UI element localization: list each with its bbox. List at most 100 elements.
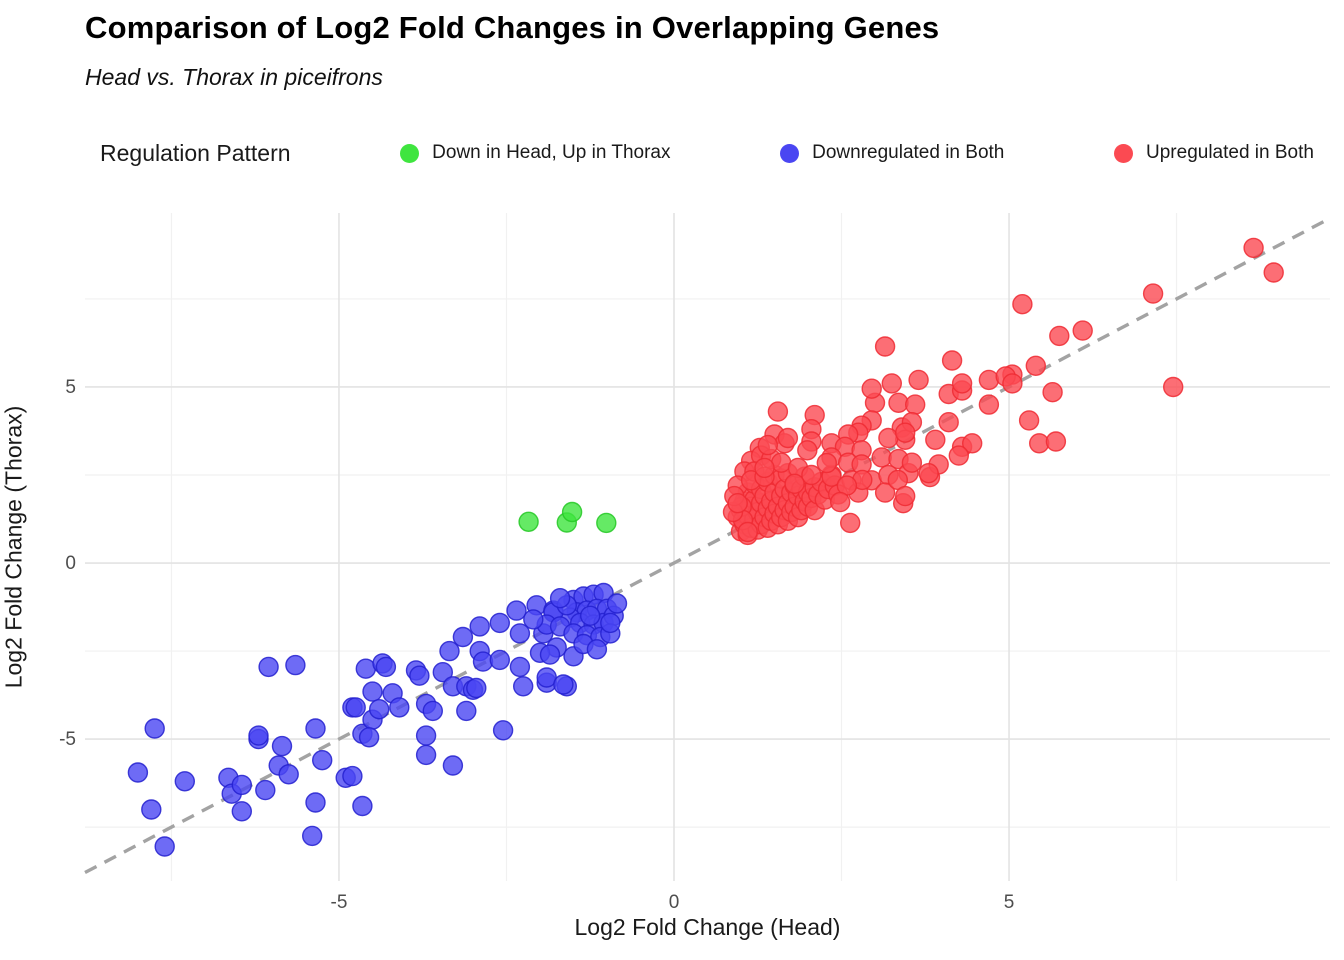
data-point-series-1 [606, 593, 628, 614]
data-point-series-2 [727, 493, 748, 514]
y-axis-label-text: Log2 Fold Change (Thorax) [0, 405, 27, 689]
data-point-series-0 [561, 501, 583, 523]
data-point-series-2 [1243, 237, 1264, 259]
y-tick-label: 0 [65, 553, 76, 574]
legend-item-label: Down in Head, Up in Thorax [432, 142, 671, 163]
data-point-series-2 [767, 401, 789, 422]
data-point-series-1 [415, 725, 437, 746]
data-point-series-1 [539, 644, 561, 665]
data-point-series-2 [816, 452, 837, 474]
data-point-series-1 [389, 697, 410, 718]
data-point-series-1 [506, 600, 527, 621]
data-point-series-1 [580, 605, 601, 626]
data-point-series-1 [352, 795, 373, 817]
data-point-series-1 [248, 725, 269, 746]
legend-item-2: Upregulated in Both [1114, 142, 1314, 164]
y-tick-label: -5 [59, 729, 76, 750]
data-point-series-1 [600, 612, 621, 634]
legend-swatch-icon [1114, 143, 1134, 163]
data-point-series-2 [1263, 262, 1284, 283]
data-point-series-1 [231, 801, 253, 822]
page-title: Comparison of Log2 Fold Changes in Overl… [85, 10, 940, 45]
data-point-series-1 [469, 616, 490, 637]
x-tick-label: 5 [1004, 892, 1015, 913]
data-point-series-1 [305, 792, 326, 813]
legend-item-1: Downregulated in Both [780, 142, 1004, 164]
data-point-series-2 [938, 412, 959, 433]
data-point-series-1 [456, 700, 477, 722]
data-point-series-2 [737, 521, 758, 543]
data-point-series-2 [881, 373, 902, 394]
data-point-series-2 [1072, 320, 1093, 341]
data-point-series-1 [492, 720, 514, 741]
data-point-series-1 [231, 774, 253, 796]
data-point-series-2 [861, 378, 882, 399]
legend-item-label: Upregulated in Both [1146, 142, 1314, 163]
data-point-series-1 [466, 677, 487, 699]
data-point-series-1 [144, 718, 165, 739]
page-subtitle: Head vs. Thorax in piceifrons [85, 64, 383, 90]
data-point-series-1 [442, 755, 464, 776]
data-point-series-1 [255, 779, 276, 801]
data-point-series-2 [948, 445, 969, 466]
legend-item-0: Down in Head, Up in Thorax [400, 142, 670, 164]
legend-item-label: Downregulated in Both [812, 142, 1005, 163]
data-point-series-2 [901, 452, 923, 473]
data-point-series-1 [302, 825, 323, 847]
data-point-series-1 [489, 649, 510, 671]
data-point-series-2 [1028, 433, 1050, 454]
data-point-series-1 [345, 697, 366, 718]
data-point-series-2 [925, 429, 946, 450]
data-point-series-1 [553, 674, 574, 695]
data-point-series-1 [271, 735, 293, 757]
data-point-series-2 [784, 473, 805, 494]
data-point-series-2 [777, 427, 799, 449]
data-point-series-2 [1162, 376, 1184, 398]
data-point-series-1 [258, 656, 279, 678]
data-point-series-1 [285, 654, 306, 676]
legend-swatch-icon [400, 143, 420, 163]
data-point-series-1 [549, 588, 571, 609]
data-point-series-2 [874, 336, 896, 357]
data-point-series-2 [878, 427, 899, 449]
data-point-series-2 [908, 369, 929, 391]
legend-title: Regulation Pattern [100, 139, 291, 166]
y-tick-label: 5 [65, 377, 76, 398]
data-point-series-1 [439, 640, 460, 662]
data-point-series-2 [905, 394, 926, 415]
data-point-series-1 [523, 609, 544, 630]
legend: Regulation Pattern Down in Head, Up in T… [100, 132, 1314, 174]
data-point-series-1 [305, 718, 326, 739]
identity-line [84, 216, 1331, 875]
data-point-series-1 [342, 765, 363, 787]
data-point-series-2 [918, 463, 939, 484]
data-point-series-1 [369, 699, 390, 720]
data-point-series-1 [409, 665, 430, 686]
data-point-series-1 [432, 662, 453, 683]
data-point-series-2 [840, 512, 861, 534]
data-point-series-2 [941, 350, 963, 371]
data-point-series-2 [874, 482, 896, 503]
data-point-series-0 [518, 511, 539, 532]
data-point-series-1 [141, 799, 162, 820]
data-point-series-1 [362, 681, 383, 702]
x-axis-label: Log2 Fold Change (Head) [574, 914, 841, 940]
data-point-series-1 [358, 727, 380, 748]
data-point-series-0 [596, 512, 617, 534]
data-point-series-1 [415, 744, 437, 766]
data-point-series-2 [895, 422, 916, 443]
data-point-series-2 [978, 394, 1000, 415]
data-point-series-2 [1049, 325, 1070, 347]
data-point-series-1 [154, 836, 175, 857]
data-point-series-2 [757, 434, 778, 456]
data-point-series-2 [830, 491, 851, 513]
data-point-series-1 [312, 750, 333, 771]
data-point-series-2 [754, 457, 775, 479]
data-point-series-2 [1142, 283, 1164, 304]
data-point-series-2 [1012, 294, 1033, 315]
data-point-series-1 [422, 700, 443, 722]
data-point-series-2 [1018, 410, 1040, 431]
data-point-series-2 [895, 485, 916, 507]
data-point-series-1 [509, 656, 531, 678]
